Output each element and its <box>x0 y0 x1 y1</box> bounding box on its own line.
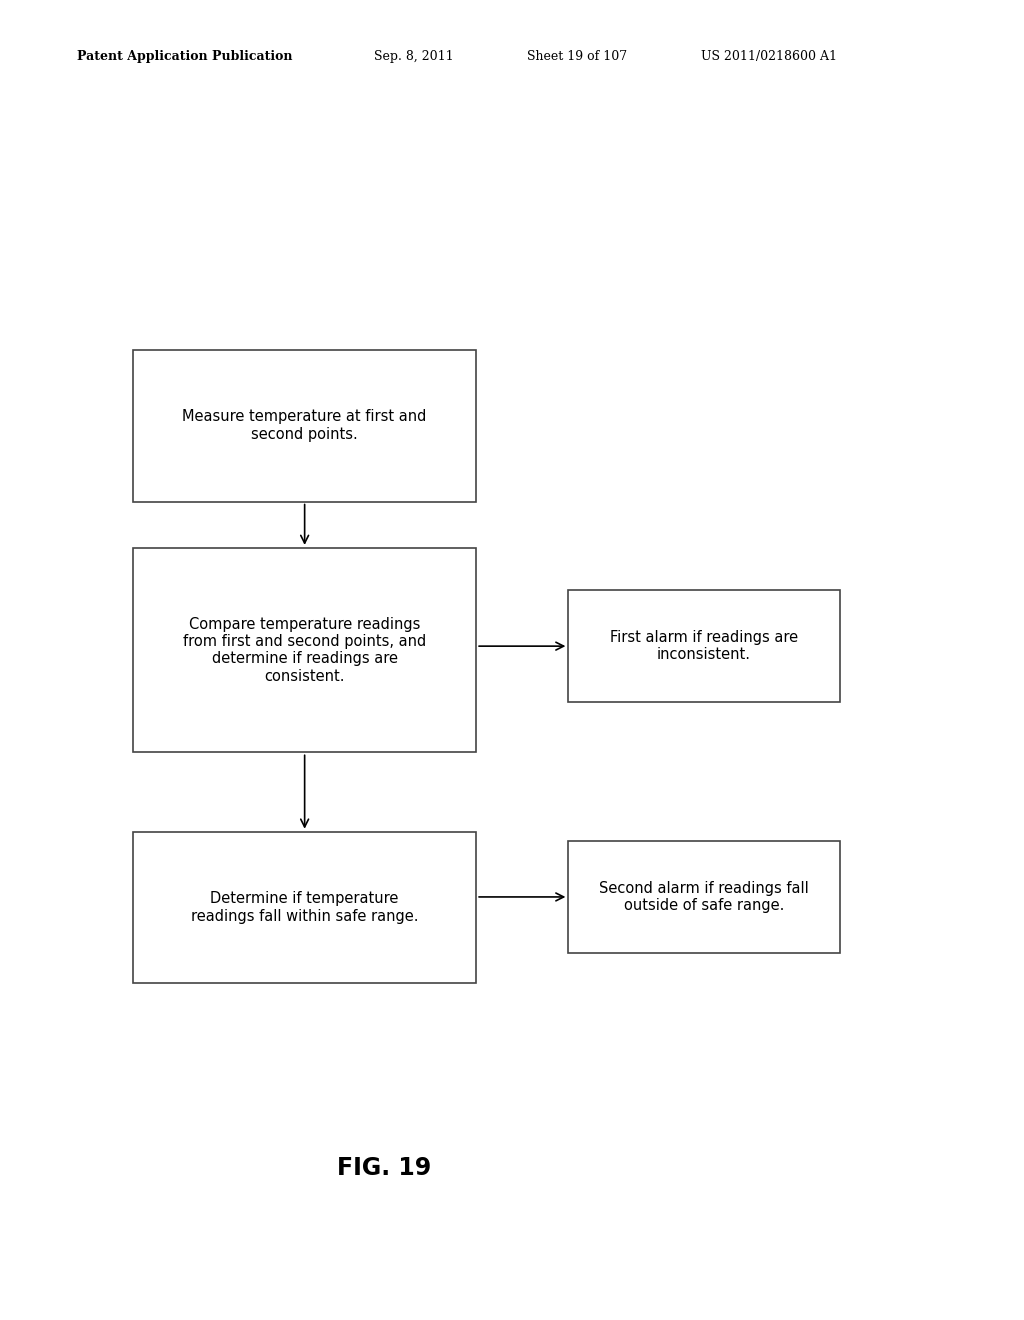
FancyBboxPatch shape <box>133 350 476 502</box>
Text: Sep. 8, 2011: Sep. 8, 2011 <box>374 50 454 63</box>
Text: Determine if temperature
readings fall within safe range.: Determine if temperature readings fall w… <box>190 891 419 924</box>
Text: First alarm if readings are
inconsistent.: First alarm if readings are inconsistent… <box>610 630 798 663</box>
FancyBboxPatch shape <box>133 548 476 752</box>
Text: Sheet 19 of 107: Sheet 19 of 107 <box>527 50 628 63</box>
Text: Patent Application Publication: Patent Application Publication <box>77 50 292 63</box>
Text: Compare temperature readings
from first and second points, and
determine if read: Compare temperature readings from first … <box>183 616 426 684</box>
FancyBboxPatch shape <box>133 832 476 983</box>
FancyBboxPatch shape <box>568 841 840 953</box>
Text: Second alarm if readings fall
outside of safe range.: Second alarm if readings fall outside of… <box>599 880 809 913</box>
Text: FIG. 19: FIG. 19 <box>337 1156 431 1180</box>
FancyBboxPatch shape <box>568 590 840 702</box>
Text: Measure temperature at first and
second points.: Measure temperature at first and second … <box>182 409 427 442</box>
Text: US 2011/0218600 A1: US 2011/0218600 A1 <box>701 50 838 63</box>
